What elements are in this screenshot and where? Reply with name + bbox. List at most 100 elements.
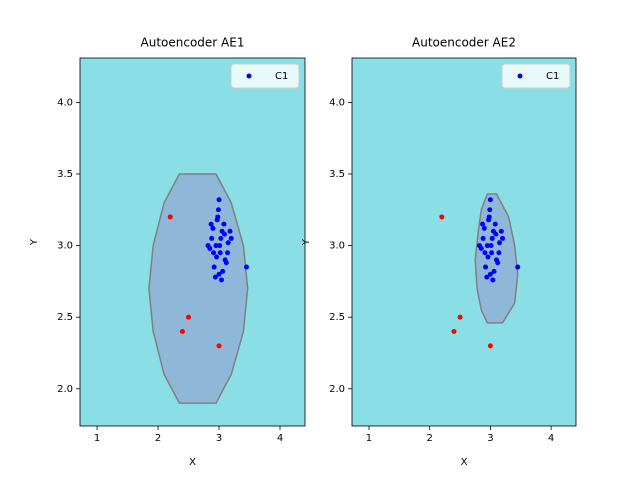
point [205,243,211,249]
legend-label: C1 [546,71,559,82]
point [216,271,222,277]
x-tick-label: 3 [216,433,222,444]
y-tick-label: 3.0 [329,241,345,252]
point [487,343,493,349]
point [491,268,497,274]
subplot: 1 2 3 4 2.0 2.5 3.0 3.5 4.0 Autoencoder AE1 X Y C1 [29,36,306,468]
y-tick-label: 3.5 [329,169,345,180]
x-tick-label: 2 [155,433,161,444]
point [457,314,463,320]
y-tick-label: 3.5 [57,169,73,180]
point [167,214,173,220]
legend-label: C1 [275,71,288,82]
x-tick-label: 3 [487,433,493,444]
point [211,250,217,256]
plot-area [148,173,249,404]
point [480,221,486,227]
decision-region [148,173,249,404]
point [481,225,487,231]
point [217,250,223,256]
x-axis-label: X [189,457,196,468]
point [218,277,224,283]
x-axis-label: X [461,457,468,468]
x-tick-label: 1 [94,433,100,444]
x-tick-label: 4 [277,433,283,444]
point [212,274,218,280]
legend: C1 [501,63,571,89]
point [482,250,488,256]
point [483,264,489,270]
point [492,221,498,227]
legend-marker [246,73,252,79]
point [225,250,231,256]
x-tick-label: 4 [548,433,554,444]
point [210,225,216,231]
point [489,235,495,241]
point [495,260,501,266]
chart-title: Autoencoder AE2 [412,36,516,50]
point [213,243,219,249]
point [227,228,233,234]
y-tick-label: 2.5 [329,312,345,323]
x-tick-label: 2 [427,433,433,444]
point [223,260,229,266]
point [218,235,224,241]
point [220,268,226,274]
plot-frame [79,57,306,427]
point [490,277,496,283]
plot-frame [351,57,577,427]
point [221,221,227,227]
y-axis-label: Y [301,238,312,246]
point [497,240,503,246]
chart-title: Autoencoder AE1 [141,36,245,50]
point [243,264,249,270]
point [209,235,215,241]
point [439,214,445,220]
point [484,243,490,249]
point [225,240,231,246]
legend: C1 [230,63,300,89]
point [179,328,185,334]
point [217,243,223,249]
y-tick-label: 4.0 [329,97,345,108]
y-tick-label: 2.0 [57,384,73,395]
plot-area [439,193,521,349]
y-tick-label: 3.0 [57,241,73,252]
point [222,231,228,237]
point [493,231,499,237]
point [211,264,217,270]
point [214,254,220,260]
point [476,243,482,249]
point [487,207,493,213]
point [214,217,220,223]
point [485,254,491,260]
y-tick-label: 4.0 [57,97,73,108]
point [484,274,490,280]
point [186,314,192,320]
x-tick-label: 1 [366,433,372,444]
point [486,217,492,223]
subplot: 1 2 3 4 2.0 2.5 3.0 3.5 4.0 Autoencoder AE2 X Y C1 [301,36,577,468]
point [215,207,221,213]
point [500,235,506,241]
legend-box [501,63,571,89]
point [498,228,504,234]
legend-marker [517,73,523,79]
point [451,328,457,334]
point [216,343,222,349]
point [216,197,222,203]
point [496,250,502,256]
legend-box [230,63,300,89]
point [487,197,493,203]
y-tick-label: 2.5 [57,312,73,323]
point [208,221,214,227]
point [487,271,493,277]
point [228,235,234,241]
point [489,250,495,256]
y-axis-label: Y [29,238,40,246]
point [480,235,486,241]
point [488,243,494,249]
point [515,264,521,270]
y-tick-label: 2.0 [329,384,345,395]
